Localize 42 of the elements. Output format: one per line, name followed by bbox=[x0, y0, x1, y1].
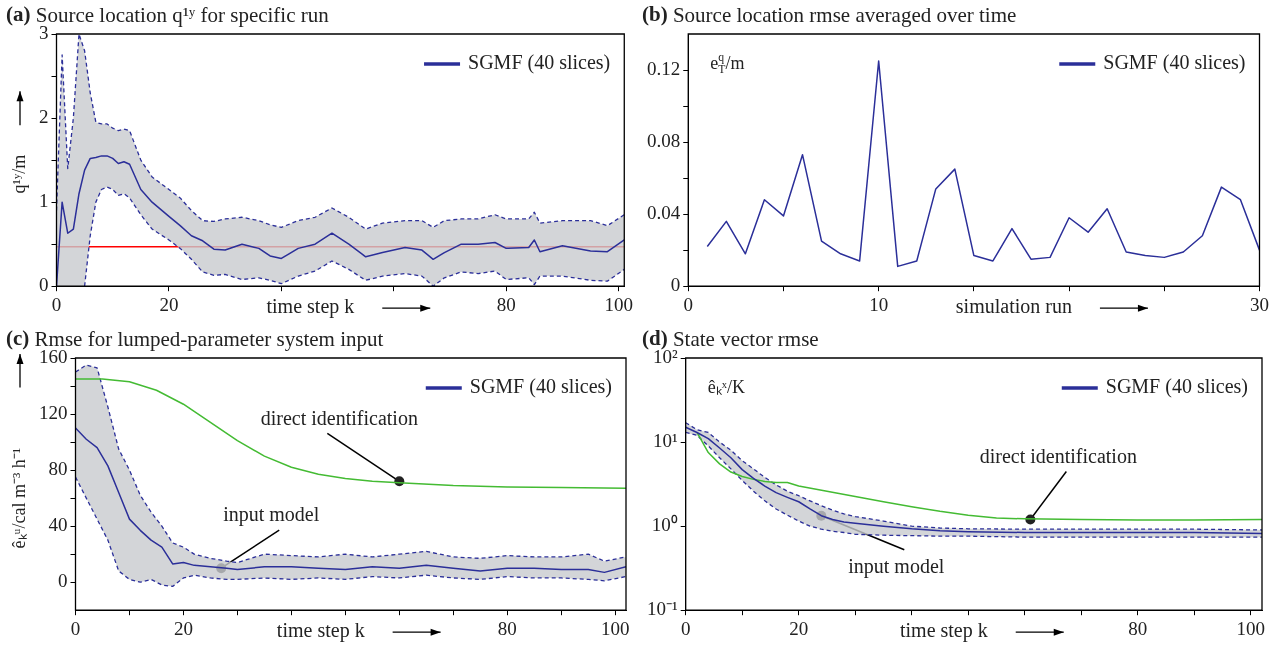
y-tick-label: 0.12 bbox=[647, 58, 681, 80]
legend-label: SGMF (40 slices) bbox=[469, 375, 613, 399]
annotation: direct identification bbox=[260, 406, 418, 429]
y-tick-label: 10⁻¹ bbox=[646, 598, 678, 620]
y-tick-label: 10⁰ bbox=[651, 514, 678, 536]
annotation: input model bbox=[223, 503, 320, 527]
y-tick-label: 120 bbox=[39, 402, 68, 424]
x-tick-label: 20 bbox=[789, 617, 809, 639]
y-tick-label: 0.04 bbox=[647, 202, 681, 224]
x-tick-label: 100 bbox=[1236, 617, 1265, 639]
x-tick-label: 10 bbox=[869, 293, 889, 315]
y-axis-title: q¹ʸ/m bbox=[8, 154, 29, 194]
x-axis-title: time step k bbox=[266, 295, 355, 319]
y-tick-label: 80 bbox=[48, 458, 68, 480]
annotation: direct identification bbox=[979, 444, 1137, 467]
y-tick-label: 1 bbox=[39, 190, 49, 212]
y-tick-label: 10¹ bbox=[652, 430, 678, 452]
x-tick-label: 80 bbox=[1128, 617, 1148, 639]
y-tick-label: 0 bbox=[58, 570, 68, 592]
chart-title: (b) Source location rmse averaged over time bbox=[642, 2, 1017, 27]
y-tick-label: 0 bbox=[39, 274, 49, 296]
legend-label: SGMF (40 slices) bbox=[468, 51, 611, 75]
x-axis-title: simulation run bbox=[955, 295, 1072, 318]
y-tick-label: 40 bbox=[48, 514, 68, 536]
chart-title: (d) State vector rmse bbox=[642, 326, 819, 351]
y-axis-title: êₖˣ/K bbox=[707, 376, 745, 397]
x-tick-label: 20 bbox=[159, 293, 179, 315]
annotation: input model bbox=[848, 554, 945, 578]
y-axis-title: êₖᵘ/cal m⁻³ h⁻¹ bbox=[8, 447, 29, 549]
x-tick-label: 100 bbox=[600, 617, 630, 639]
x-tick-label: 80 bbox=[496, 293, 516, 315]
y-tick-label: 0 bbox=[670, 274, 681, 296]
legend-label: SGMF (40 slices) bbox=[1105, 375, 1249, 399]
legend-label: SGMF (40 slices) bbox=[1103, 51, 1246, 75]
y-tick-label: 2 bbox=[39, 106, 49, 128]
x-tick-label: 100 bbox=[604, 293, 633, 315]
x-axis-title: time step k bbox=[899, 619, 988, 643]
x-tick-label: 30 bbox=[1250, 293, 1269, 315]
y-tick-label: 0.08 bbox=[647, 130, 681, 152]
x-tick-label: 20 bbox=[173, 617, 193, 639]
x-tick-label: 80 bbox=[497, 617, 517, 639]
x-axis-title: time step k bbox=[276, 619, 365, 643]
